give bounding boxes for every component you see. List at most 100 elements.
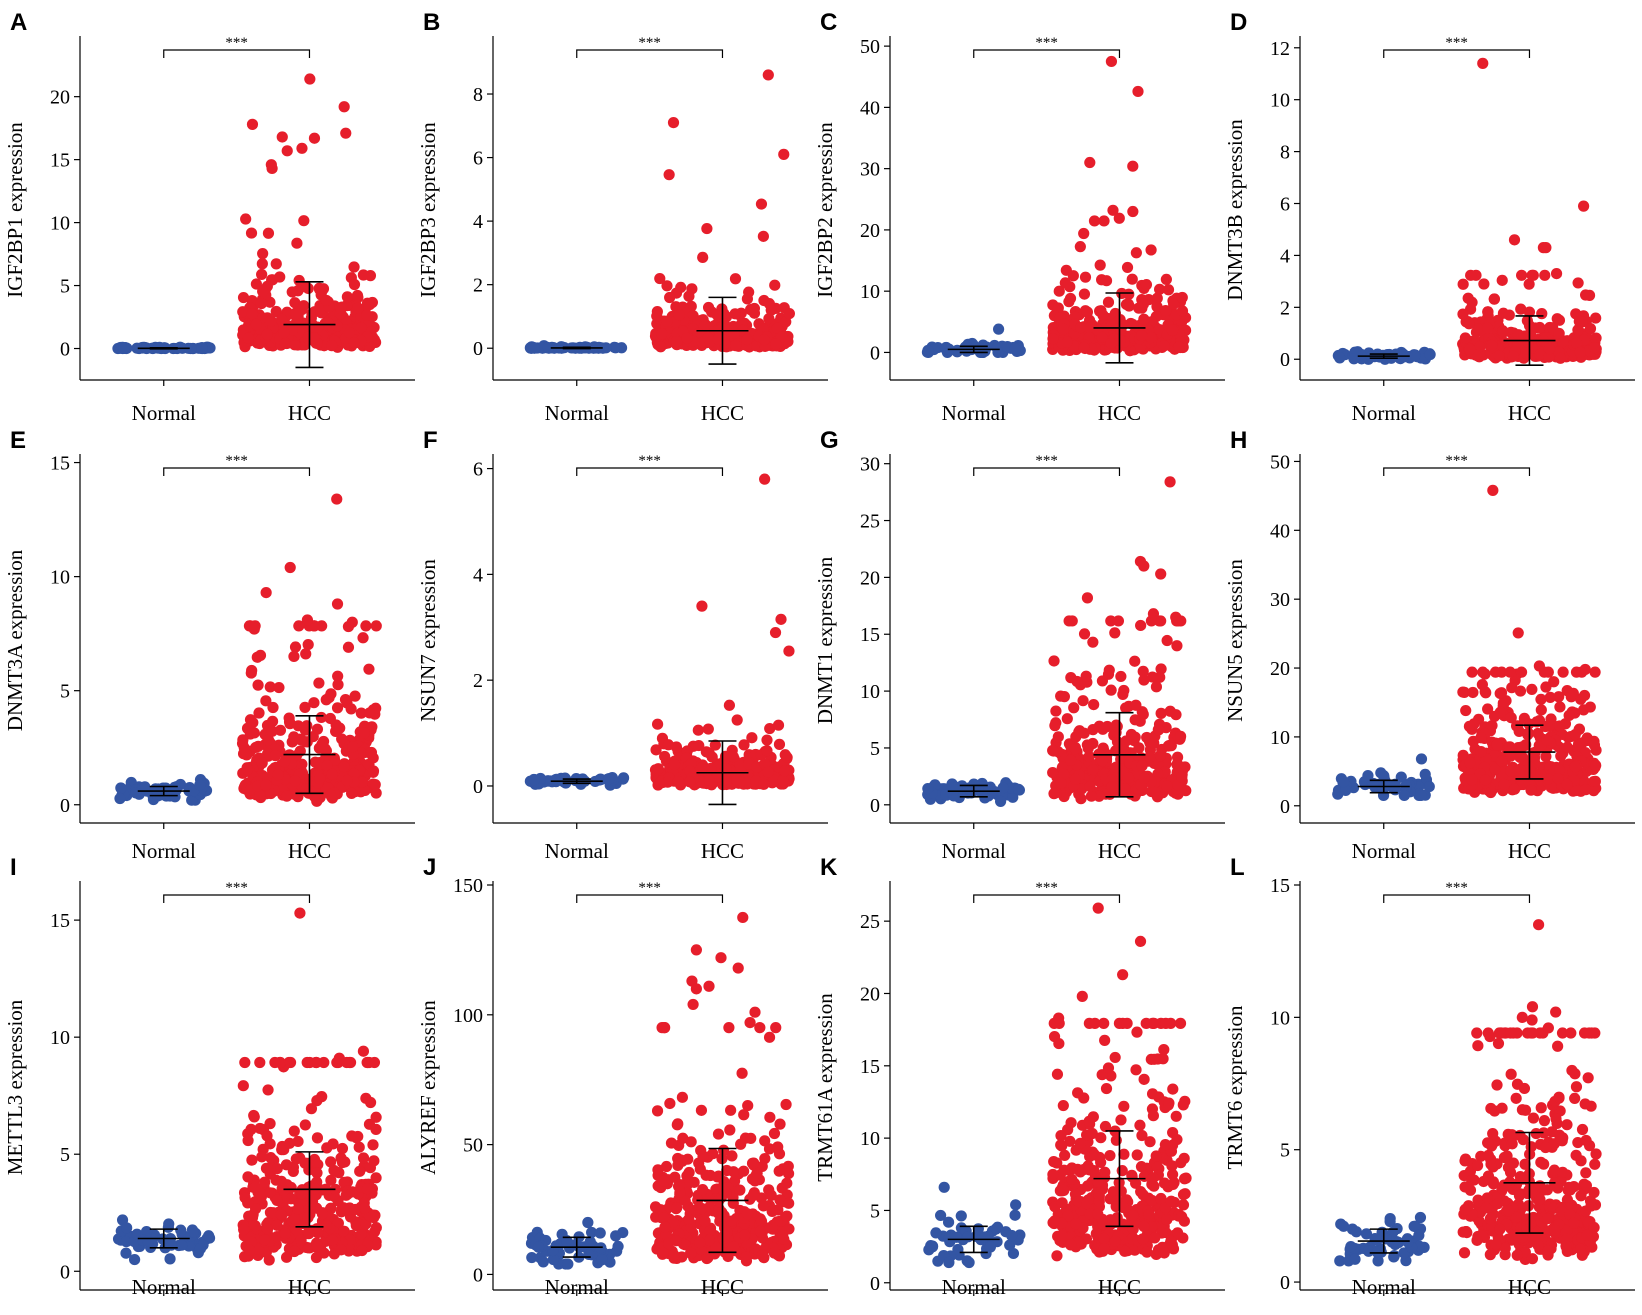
hcc-point — [1152, 724, 1164, 736]
hcc-point — [661, 280, 673, 292]
x-tick-label-hcc: HCC — [1098, 1275, 1141, 1299]
normal-point — [951, 781, 963, 793]
hcc-point — [1119, 783, 1131, 795]
hcc-point — [266, 162, 278, 175]
y-tick-label: 8 — [1280, 142, 1290, 164]
hcc-point — [242, 1197, 254, 1209]
hcc-point — [670, 1235, 682, 1247]
normal-point — [938, 1181, 950, 1193]
hcc-point — [335, 1152, 347, 1164]
hcc-point — [1150, 1150, 1162, 1162]
hcc-point — [769, 626, 782, 639]
hcc-point — [1136, 1129, 1148, 1142]
y-tick-label: 4 — [473, 211, 483, 233]
hcc-error-bar — [1093, 1130, 1146, 1228]
hcc-point — [325, 688, 337, 700]
hcc-point — [1111, 736, 1124, 748]
significance-label: *** — [1445, 453, 1468, 469]
hcc-point — [651, 310, 663, 322]
hcc-point — [701, 1252, 713, 1265]
hcc-point — [1514, 751, 1526, 764]
hcc-point — [1081, 1180, 1094, 1192]
hcc-point — [1146, 1221, 1158, 1233]
hcc-point — [293, 274, 305, 287]
hcc-point — [325, 1156, 337, 1168]
hcc-point — [1105, 319, 1118, 331]
hcc-point — [1147, 1110, 1159, 1122]
hcc-point — [1146, 1194, 1158, 1207]
hcc-point — [341, 774, 353, 787]
hcc-point — [1554, 764, 1566, 776]
normal-point — [922, 344, 934, 357]
hcc-point — [261, 1223, 274, 1235]
hcc-point — [1542, 773, 1554, 785]
panel-letter: D — [1230, 9, 1247, 36]
hcc-point — [1168, 298, 1180, 310]
hcc-point — [265, 787, 277, 800]
hcc-point — [1127, 1209, 1139, 1222]
normal-point — [528, 773, 540, 786]
hcc-point — [659, 750, 671, 763]
normal-point — [984, 1241, 996, 1253]
hcc-point — [250, 318, 262, 331]
hcc-point — [257, 285, 269, 297]
y-tick-label: 5 — [1280, 1140, 1290, 1162]
hcc-point — [1136, 330, 1148, 342]
hcc-point — [260, 779, 272, 791]
significance-bracket — [973, 467, 1121, 476]
hcc-error-bar — [1093, 292, 1146, 364]
hcc-point — [299, 701, 311, 713]
hcc-point — [357, 1045, 370, 1057]
hcc-point — [1077, 695, 1089, 707]
hcc-point — [1137, 665, 1149, 677]
hcc-point — [301, 1056, 313, 1069]
hcc-point — [1569, 761, 1581, 773]
y-axis-label: NSUN7 expression — [416, 559, 440, 722]
hcc-point — [1543, 351, 1555, 363]
hcc-point — [279, 337, 291, 350]
significance-bracket — [576, 467, 724, 476]
hcc-point — [1460, 704, 1472, 717]
hcc-point — [1579, 746, 1591, 759]
hcc-point — [763, 1031, 776, 1043]
significance-label: *** — [1035, 453, 1058, 469]
hcc-point — [1515, 303, 1527, 315]
y-tick-label: 6 — [473, 148, 483, 170]
normal-point — [559, 772, 571, 784]
hcc-point — [1078, 628, 1091, 640]
hcc-point — [1535, 704, 1547, 716]
hcc-point — [1171, 640, 1183, 652]
hcc-point — [248, 727, 260, 739]
hcc-point — [1064, 1135, 1076, 1147]
x-tick-label-normal: Normal — [545, 839, 609, 863]
normal-point — [612, 1240, 624, 1252]
normal-point — [1362, 1245, 1375, 1257]
hcc-point — [710, 1183, 722, 1196]
normal-point — [118, 342, 130, 354]
hcc-point — [672, 776, 685, 788]
hcc-point — [702, 332, 714, 344]
hcc-point — [723, 1022, 735, 1034]
hcc-point — [773, 1165, 785, 1177]
hcc-point — [663, 169, 675, 181]
hcc-point — [283, 1137, 296, 1149]
normal-point — [196, 342, 208, 355]
normal-point — [169, 781, 181, 793]
hcc-point — [1115, 670, 1127, 683]
hcc-point — [288, 650, 300, 663]
normal-point — [1384, 1215, 1396, 1228]
hcc-point — [726, 1150, 738, 1162]
hcc-point — [1099, 1120, 1112, 1133]
x-tick-label-normal: Normal — [942, 401, 1006, 425]
hcc-point — [1160, 305, 1172, 317]
hcc-point — [1053, 1037, 1065, 1050]
hcc-point — [254, 789, 266, 801]
hcc-point — [312, 321, 324, 333]
hcc-point — [710, 1241, 722, 1254]
hcc-point — [1056, 1197, 1068, 1209]
hcc-point — [1534, 321, 1546, 334]
hcc-point — [1138, 560, 1150, 572]
hcc-point — [1553, 327, 1565, 340]
hcc-point — [331, 598, 344, 610]
